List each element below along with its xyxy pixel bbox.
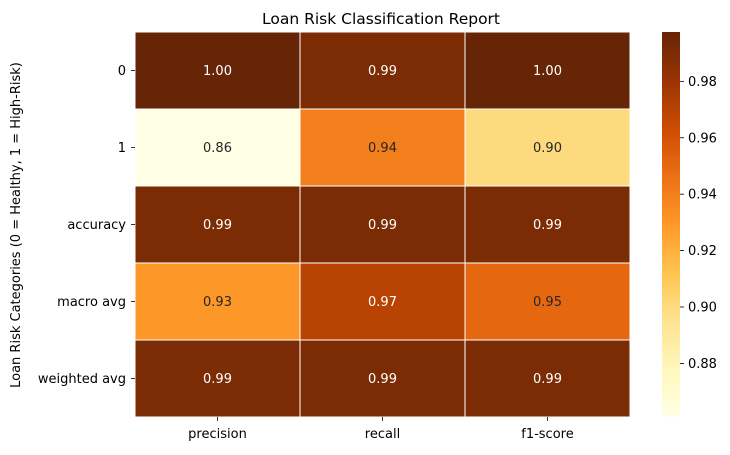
- x-axis-ticks: precision recall f1-score: [188, 417, 574, 442]
- colorbar-tick-label: 0.96: [688, 131, 717, 146]
- heatmap-cell: [299, 108, 466, 187]
- heatmap-cell-labels: 1.00 0.99 1.00 0.86 0.94 0.90 0.99 0.99 0.99 0.93…: [203, 64, 562, 387]
- colorbar: [662, 32, 680, 417]
- heatmap-cell: [134, 262, 301, 341]
- cell-value-label: 1.00: [203, 64, 232, 79]
- heatmap-cell: [464, 31, 631, 110]
- y-tick-label: accuracy: [67, 218, 126, 233]
- x-tick-label: precision: [188, 427, 247, 442]
- y-axis-ticks: 0 1 accuracy macro avg weighted avg: [38, 64, 135, 387]
- heatmap-cell: [299, 31, 466, 110]
- y-tick-label: 0: [118, 64, 126, 79]
- cell-value-label: 0.86: [203, 141, 232, 156]
- colorbar-tick-label: 0.90: [688, 301, 717, 316]
- cell-value-label: 0.99: [203, 218, 232, 233]
- heatmap-cell: [134, 108, 301, 187]
- chart-title: Loan Risk Classification Report: [262, 10, 500, 28]
- heatmap-cell: [464, 339, 631, 418]
- heatmap-cell: [134, 339, 301, 418]
- cell-value-label: 0.99: [203, 372, 232, 387]
- cell-value-label: 0.94: [368, 141, 397, 156]
- colorbar-tick-label: 0.92: [688, 244, 717, 259]
- cell-value-label: 0.99: [533, 218, 562, 233]
- cell-value-label: 0.99: [533, 372, 562, 387]
- cell-value-label: 0.99: [368, 218, 397, 233]
- y-tick-label: 1: [118, 141, 126, 156]
- x-tick-label: f1-score: [521, 427, 573, 442]
- colorbar-ticks: 0.88 0.90 0.92 0.94 0.96 0.98: [680, 75, 717, 372]
- y-tick-label: weighted avg: [38, 372, 126, 387]
- x-tick-label: recall: [365, 427, 400, 442]
- cell-value-label: 0.99: [368, 64, 397, 79]
- colorbar-gradient: [662, 32, 680, 417]
- cell-value-label: 0.93: [203, 295, 232, 310]
- y-tick-label: macro avg: [57, 295, 126, 310]
- colorbar-tick-label: 0.98: [688, 75, 717, 90]
- cell-value-label: 0.99: [368, 372, 397, 387]
- heatmap-cell: [299, 339, 466, 418]
- colorbar-tick-label: 0.88: [688, 357, 717, 372]
- y-axis-label: Loan Risk Categories (0 = Healthy, 1 = H…: [9, 62, 24, 388]
- heatmap-cells: [134, 31, 631, 418]
- cell-value-label: 1.00: [533, 64, 562, 79]
- heatmap-cell: [134, 31, 301, 110]
- colorbar-tick-label: 0.94: [688, 188, 717, 203]
- heatmap-cell: [464, 108, 631, 187]
- heatmap-cell: [299, 185, 466, 264]
- cell-value-label: 0.97: [368, 295, 397, 310]
- cell-value-label: 0.95: [533, 295, 562, 310]
- heatmap-cell: [464, 262, 631, 341]
- cell-value-label: 0.90: [533, 141, 562, 156]
